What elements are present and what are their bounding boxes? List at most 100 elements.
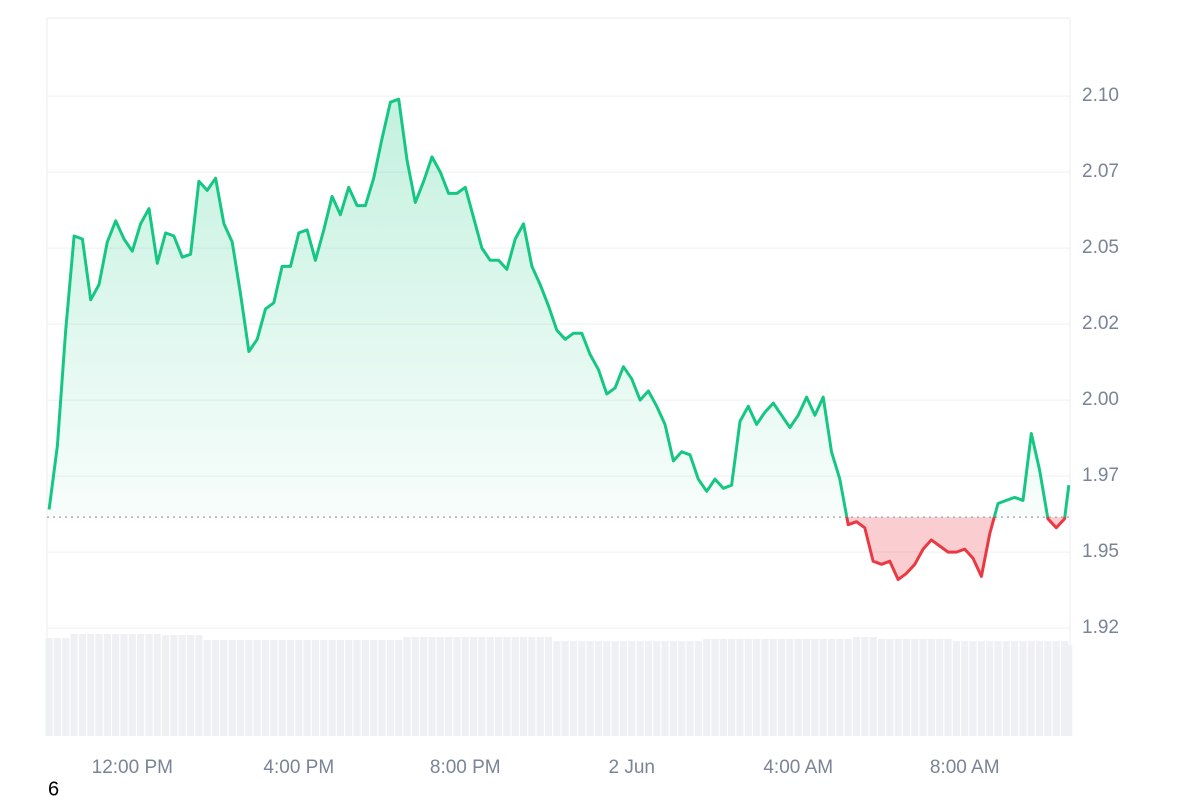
volume-bar xyxy=(728,639,736,736)
volume-bar xyxy=(195,635,203,736)
volume-bar xyxy=(87,634,95,736)
volume-bar xyxy=(919,639,927,736)
volume-bar xyxy=(1065,645,1073,736)
price-line xyxy=(47,97,1071,581)
volume-bar xyxy=(411,637,419,736)
volume-bar xyxy=(977,641,985,736)
volume-bar xyxy=(228,640,236,736)
volume-bar xyxy=(594,641,603,736)
volume-bar xyxy=(361,640,369,736)
volume-bar xyxy=(320,640,328,736)
volume-bar xyxy=(120,634,128,736)
volume-bar xyxy=(628,641,636,736)
volume-bar xyxy=(253,640,261,736)
volume-bar xyxy=(103,634,111,736)
volume-bar xyxy=(569,641,578,736)
footnote: 6 xyxy=(48,778,59,800)
volume-bar xyxy=(95,634,103,736)
volume-bar xyxy=(1019,641,1027,736)
volume-bar xyxy=(353,640,361,736)
volume-bar xyxy=(236,640,245,736)
volume-bar xyxy=(986,641,994,736)
volume-bar xyxy=(211,640,220,736)
volume-bar xyxy=(786,639,794,736)
volume-bar xyxy=(1011,641,1019,736)
volume-bar xyxy=(653,641,661,736)
volume-bar xyxy=(270,640,278,736)
x-tick-label: 4:00 PM xyxy=(263,757,334,778)
volume-bar xyxy=(436,637,444,736)
volume-bar xyxy=(295,640,303,736)
volume-bar xyxy=(428,637,436,736)
volume-bar xyxy=(661,641,669,736)
y-tick-label: 2.02 xyxy=(1082,313,1119,334)
volume-bar xyxy=(877,639,886,736)
volume-bar xyxy=(802,639,811,736)
area xyxy=(49,99,1069,580)
volume-bar xyxy=(153,634,161,736)
volume-bar xyxy=(378,640,386,736)
volume-bar xyxy=(1027,641,1035,736)
volume-bar xyxy=(137,634,145,736)
volume-bar xyxy=(811,639,819,736)
volume-bar xyxy=(45,638,53,736)
volume-bar xyxy=(944,639,952,736)
volume-bar xyxy=(544,637,553,736)
volume-bar xyxy=(386,640,394,736)
volume-bar xyxy=(528,637,536,736)
volume-bar xyxy=(586,641,594,736)
volume-bar xyxy=(453,637,461,736)
volume-bar xyxy=(303,640,311,736)
volume-bar xyxy=(145,634,153,736)
volume-bar xyxy=(1052,641,1060,736)
volume-bar xyxy=(894,639,902,736)
y-tick-label: 2.05 xyxy=(1082,237,1119,258)
volume-bar xyxy=(519,637,528,736)
x-tick-label: 4:00 AM xyxy=(763,757,833,778)
volume-bar xyxy=(286,640,295,736)
y-tick-label: 2.10 xyxy=(1082,85,1119,106)
volume-bar xyxy=(162,635,170,736)
y-tick-label: 2.07 xyxy=(1082,161,1119,182)
volume-bar xyxy=(719,639,727,736)
volume-bar xyxy=(278,640,286,736)
volume-bar xyxy=(1044,641,1052,736)
volume-bar xyxy=(936,639,944,736)
volume-bar xyxy=(511,637,519,736)
volume-bar xyxy=(611,641,619,736)
volume-bar xyxy=(561,641,569,736)
volume-bar xyxy=(445,637,453,736)
volume-bar xyxy=(869,637,877,736)
volume-bar xyxy=(128,634,136,736)
x-tick-label: 8:00 AM xyxy=(930,757,1000,778)
volume-bar xyxy=(53,638,62,736)
volume-bar xyxy=(311,640,320,736)
volume-bar xyxy=(1002,641,1010,736)
volume-bar xyxy=(420,637,428,736)
volume-bar xyxy=(902,639,911,736)
volume-bar xyxy=(603,641,611,736)
volume-bar xyxy=(794,639,802,736)
volume-bar xyxy=(78,634,86,736)
volume-bar xyxy=(961,641,969,736)
volume-bar xyxy=(911,639,919,736)
x-tick-label: 12:00 PM xyxy=(92,757,173,778)
volume-bar xyxy=(112,634,120,736)
volume-bar xyxy=(461,637,469,736)
volume-bar xyxy=(886,639,894,736)
volume-bar xyxy=(261,640,270,736)
volume-bar xyxy=(1036,641,1044,736)
volume-bar xyxy=(694,641,702,736)
y-tick-label: 1.95 xyxy=(1082,541,1119,562)
volume-bar xyxy=(178,635,186,736)
volume-bar xyxy=(403,637,411,736)
volume-bar xyxy=(1060,641,1069,736)
volume-bar xyxy=(744,639,752,736)
volume-bar xyxy=(553,641,561,736)
volume-bar xyxy=(245,640,253,736)
volume-bar xyxy=(777,639,786,736)
volume-bar xyxy=(753,639,761,736)
volume-bar xyxy=(578,641,586,736)
